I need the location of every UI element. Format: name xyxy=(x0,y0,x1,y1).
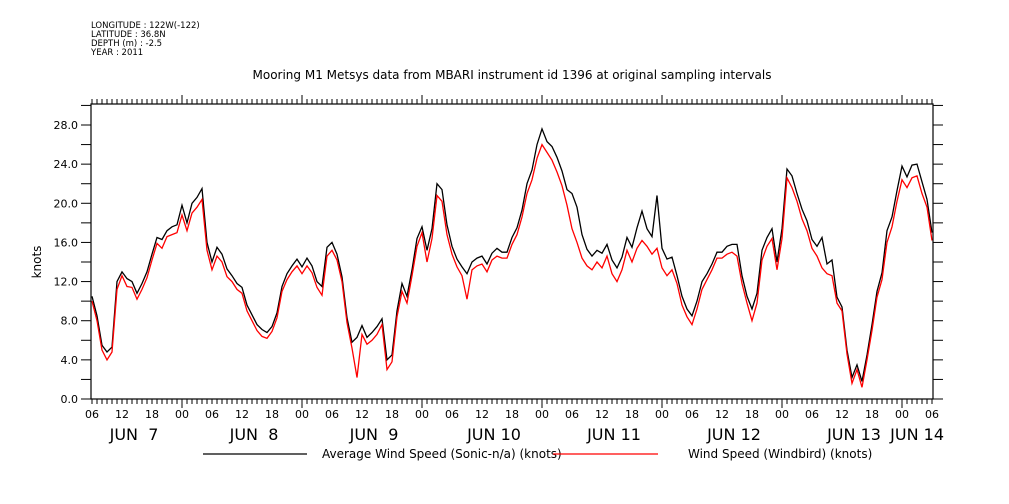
series-layer xyxy=(91,126,933,388)
x-hour-tick-label: 00 xyxy=(895,408,909,421)
x-hour-tick-label: 18 xyxy=(625,408,639,421)
axes-layer xyxy=(90,103,934,400)
x-date-label: JUN 12 xyxy=(706,425,761,444)
x-hour-tick-label: 12 xyxy=(475,408,489,421)
x-date-label: JUN 9 xyxy=(349,425,399,444)
x-date-label: JUN 10 xyxy=(466,425,521,444)
x-date-label: JUN 7 xyxy=(109,425,159,444)
x-hour-tick-label: 06 xyxy=(205,408,219,421)
x-date-label: JUN 13 xyxy=(826,425,881,444)
x-hour-tick-label: 00 xyxy=(775,408,789,421)
x-hour-tick-label: 12 xyxy=(115,408,129,421)
metadata-line-longitude: LONGITUDE : 122W(-122) xyxy=(91,21,200,31)
x-hour-tick-label: 18 xyxy=(745,408,759,421)
x-hour-tick-label: 00 xyxy=(295,408,309,421)
metadata-block: LONGITUDE : 122W(-122) LATITUDE : 36.8N … xyxy=(90,21,200,58)
y-tick-label: 20.0 xyxy=(54,197,79,210)
legend-label-sonic: Average Wind Speed (Sonic-n/a) (knots) xyxy=(322,447,562,461)
x-hour-tick-label: 00 xyxy=(535,408,549,421)
series-line-windbird xyxy=(91,143,933,388)
metadata-line-latitude: LATITUDE : 36.8N xyxy=(91,30,166,40)
x-hour-tick-label: 06 xyxy=(565,408,579,421)
x-hour-tick-label: 18 xyxy=(865,408,879,421)
y-tick-label: 12.0 xyxy=(54,276,79,289)
x-hour-tick-label: 18 xyxy=(385,408,399,421)
x-hour-tick-label: 06 xyxy=(925,408,939,421)
x-hour-tick-label: 00 xyxy=(175,408,189,421)
x-hour-tick-label: 18 xyxy=(265,408,279,421)
y-tick-label: 28.0 xyxy=(54,119,79,132)
x-hour-tick-label: 12 xyxy=(835,408,849,421)
y-tick-label: 0.0 xyxy=(61,393,79,406)
x-hour-tick-label: 18 xyxy=(145,408,159,421)
x-hour-tick-label: 06 xyxy=(445,408,459,421)
x-hour-tick-label: 06 xyxy=(325,408,339,421)
y-axis-label: knots xyxy=(30,246,44,279)
x-date-label: JUN 14 xyxy=(889,425,944,444)
series-line-sonic-average xyxy=(91,126,933,382)
metadata-line-year: YEAR : 2011 xyxy=(90,48,143,58)
x-hour-tick-label: 06 xyxy=(685,408,699,421)
y-tick-label: 16.0 xyxy=(54,236,79,249)
x-hour-tick-label: 06 xyxy=(85,408,99,421)
x-date-label: JUN 11 xyxy=(586,425,641,444)
metadata-line-depth: DEPTH (m) : -2.5 xyxy=(91,39,162,49)
legend: Average Wind Speed (Sonic-n/a) (knots) W… xyxy=(203,447,872,461)
x-hour-tick-label: 18 xyxy=(505,408,519,421)
x-hour-tick-label: 12 xyxy=(235,408,249,421)
plot-frame xyxy=(90,103,934,400)
y-tick-label: 8.0 xyxy=(61,315,79,328)
x-hour-tick-label: 06 xyxy=(805,408,819,421)
x-hour-tick-label: 00 xyxy=(415,408,429,421)
legend-label-windbird: Wind Speed (Windbird) (knots) xyxy=(688,447,872,461)
y-ticks: 0.0 4.0 8.0 12.0 16.0 20.0 24.0 28.0 xyxy=(54,104,943,406)
x-date-label: JUN 8 xyxy=(229,425,279,444)
y-tick-label: 4.0 xyxy=(61,354,79,367)
chart-title: Mooring M1 Metsys data from MBARI instru… xyxy=(253,68,772,82)
x-hour-tick-label: 00 xyxy=(655,408,669,421)
x-hour-tick-label: 12 xyxy=(595,408,609,421)
y-tick-label: 24.0 xyxy=(54,158,79,171)
x-hour-tick-label: 12 xyxy=(715,408,729,421)
x-hour-tick-label: 12 xyxy=(355,408,369,421)
x-ticks: 06 12 18 00 06 12 18 00 06 12 18 00 06 12 18 00 06 12 18 00… xyxy=(85,95,944,444)
